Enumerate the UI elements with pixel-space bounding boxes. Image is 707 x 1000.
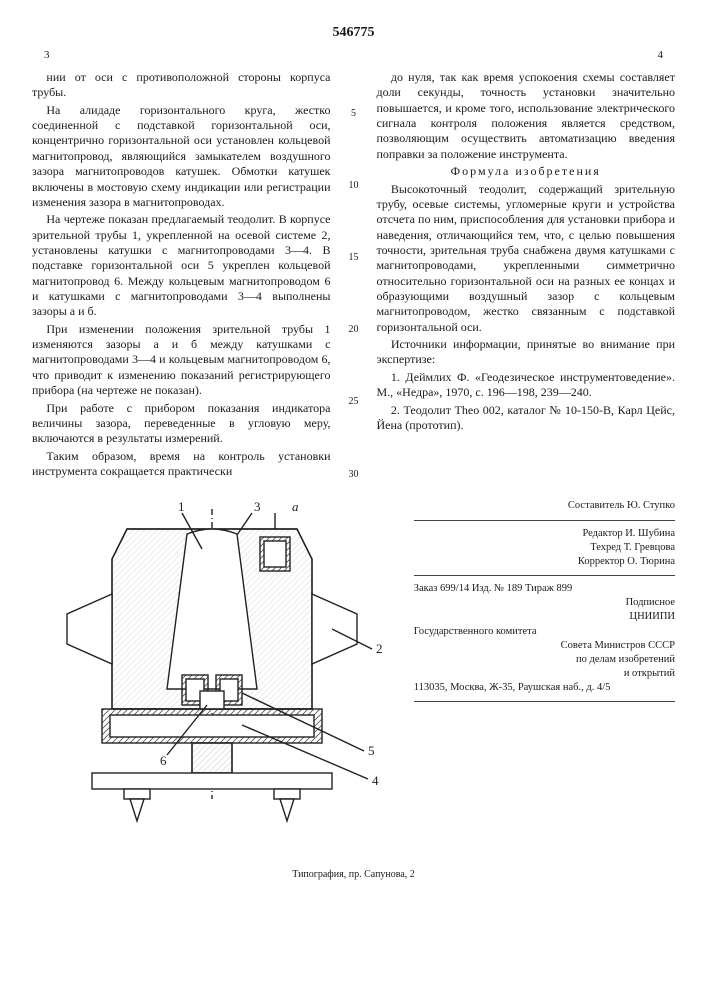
org-line: Совета Министров СССР: [414, 639, 675, 653]
line-num: 20: [347, 324, 361, 337]
line-num: 30: [347, 469, 361, 482]
corrector: Корректор О. Тюрина: [414, 555, 675, 569]
compiler: Составитель Ю. Ступко: [414, 499, 675, 513]
para: 1. Деймлих Ф. «Геодезическое инструменто…: [377, 370, 676, 401]
address: 113035, Москва, Ж-35, Раушская наб., д. …: [414, 681, 675, 695]
line-num: 5: [347, 108, 361, 121]
para: На чертеже показан предлагаемый теодолит…: [32, 212, 331, 320]
para: При работе с прибором показания индикато…: [32, 401, 331, 447]
right-column: до нуля, так как время успокоения схемы …: [377, 70, 676, 481]
org-line: Государственного комитета: [414, 625, 675, 639]
footer: Типография, пр. Сапунова, 2: [32, 869, 675, 882]
fig-label-1: 1: [178, 499, 185, 514]
page-numbers: 3 4: [32, 48, 675, 62]
line-num: 25: [347, 396, 361, 409]
page-left: 3: [44, 48, 50, 62]
org-line: по делам изобретений: [414, 653, 675, 667]
org-line: ЦНИИПИ: [414, 610, 675, 624]
para: нии от оси с противоположной стороны кор…: [32, 70, 331, 101]
para: Высокоточный теодолит, содержащий зрител…: [377, 182, 676, 336]
line-num: 15: [347, 252, 361, 265]
formula-heading: Формула изобретения: [377, 164, 676, 179]
credits-block: Составитель Ю. Ступко Редактор И. Шубина…: [414, 499, 675, 708]
figure-and-credits: а 3 1 2 6 5 4 Составитель Ю. Ступко Реда…: [32, 499, 675, 859]
editor: Редактор И. Шубина: [414, 527, 675, 541]
patent-number: 546775: [32, 24, 675, 42]
fig-label-5: 5: [368, 743, 375, 758]
fig-label-6: 6: [160, 753, 167, 768]
para: 2. Теодолит Theo 002, каталог № 10-150-В…: [377, 403, 676, 434]
fig-label-3: 3: [254, 499, 261, 514]
line-markers: 5 10 15 20 25 30: [347, 70, 361, 481]
para: до нуля, так как время успокоения схемы …: [377, 70, 676, 162]
text-columns: нии от оси с противоположной стороны кор…: [32, 70, 675, 481]
left-column: нии от оси с противоположной стороны кор…: [32, 70, 331, 481]
fig-label-4: 4: [372, 773, 379, 788]
fig-label-a: а: [292, 499, 299, 514]
technical-figure: а 3 1 2 6 5 4: [32, 499, 398, 859]
tech-editor: Техред Т. Гревцова: [414, 541, 675, 555]
page-right: 4: [658, 48, 664, 62]
line-num: 10: [347, 180, 361, 193]
para: Таким образом, время на контроль установ…: [32, 449, 331, 480]
para: На алидаде горизонтального круга, жестко…: [32, 103, 331, 211]
subscription: Подписное: [414, 596, 675, 610]
order-line: Заказ 699/14 Изд. № 189 Тираж 899: [414, 582, 675, 596]
org-line: и открытий: [414, 667, 675, 681]
para: При изменении положения зрительной трубы…: [32, 322, 331, 399]
fig-label-2: 2: [376, 641, 383, 656]
para: Источники информации, принятые во вниман…: [377, 337, 676, 368]
